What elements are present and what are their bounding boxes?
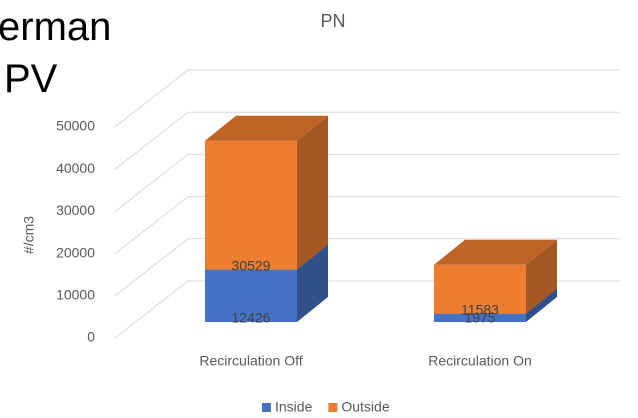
data-label: 11583	[461, 301, 499, 317]
grid-line	[114, 111, 620, 170]
bar-side	[526, 239, 557, 314]
y-tick-label: 0	[87, 329, 95, 345]
bar-front	[205, 140, 297, 270]
bar-top	[434, 239, 557, 265]
bar-side	[297, 244, 328, 322]
grid-line	[114, 153, 620, 212]
y-tick-label: 40000	[56, 160, 95, 176]
x-tick-label: Recirculation Off	[199, 353, 302, 369]
legend-label: Inside	[275, 399, 313, 415]
x-tick-label: Recirculation On	[428, 353, 532, 369]
bar-front	[434, 264, 526, 314]
slide-text: PV	[4, 57, 58, 101]
data-label: 1975	[464, 310, 495, 326]
bar-side	[297, 115, 328, 270]
bar-side	[526, 288, 557, 322]
y-tick-label: 50000	[56, 118, 95, 134]
legend-swatch	[262, 403, 271, 412]
y-tick-label: 20000	[56, 244, 95, 260]
grid-line	[114, 196, 620, 254]
slide-text: erman	[0, 5, 111, 49]
data-label: 12426	[232, 310, 271, 326]
data-label: 30529	[232, 257, 271, 273]
grid-line	[114, 69, 620, 128]
y-tick-label: 30000	[56, 202, 95, 218]
chart-title: PN	[320, 11, 345, 31]
grid-line	[114, 238, 620, 297]
legend-swatch	[328, 403, 338, 412]
bar-front	[434, 313, 526, 322]
bar-front	[205, 269, 297, 322]
y-tick-label: 10000	[56, 287, 95, 303]
y-axis-label: #/cm3	[21, 216, 37, 254]
bar-top	[205, 115, 328, 141]
legend-label: Outside	[341, 399, 389, 415]
